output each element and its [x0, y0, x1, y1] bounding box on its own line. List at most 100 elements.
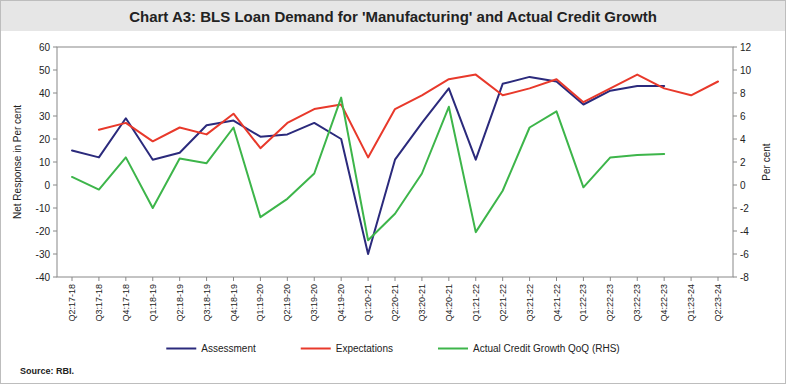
x-tick: [72, 277, 73, 281]
x-tick-label: Q1:19-20: [255, 284, 265, 322]
y-axis-label: Net Response in Per cent: [12, 105, 23, 219]
x-tick-label: Q4:21-22: [552, 284, 562, 322]
y-tick: [53, 254, 57, 255]
x-tick-label: Q3:21-22: [525, 284, 535, 322]
y2-tick: [733, 70, 737, 71]
series-line: [72, 98, 664, 241]
x-tick: [368, 277, 369, 281]
y2-tick: [733, 208, 737, 209]
y2-tick-label: 2: [740, 157, 746, 168]
x-tick-label: Q3:17-18: [94, 284, 104, 322]
plot-frame: [57, 47, 733, 277]
x-tick-label: Q4:19-20: [336, 284, 346, 322]
y2-tick: [733, 254, 737, 255]
y2-tick-label: 6: [740, 111, 746, 122]
chart-border: [1, 1, 786, 384]
legend-label: Actual Credit Growth QoQ (RHS): [473, 343, 620, 354]
x-tick: [637, 277, 638, 281]
x-tick: [260, 277, 261, 281]
y2-tick: [733, 277, 737, 278]
y2-tick-label: -6: [740, 249, 749, 260]
y-tick-label: 0: [44, 180, 50, 191]
series-group: [72, 75, 718, 254]
x-tick-label: Q1:23-24: [686, 284, 696, 322]
legend: Assessment Expectations Actual Credit Grow…: [166, 343, 619, 354]
x-tick-label: Q3:20-21: [417, 284, 427, 322]
y-tick-label: -40: [36, 272, 51, 283]
x-tick: [125, 277, 126, 281]
y2-tick: [733, 116, 737, 117]
y-tick-label: 30: [39, 111, 51, 122]
y-tick-label: 60: [39, 42, 51, 53]
x-tick-label: Q2:18-19: [175, 284, 185, 322]
x-tick: [691, 277, 692, 281]
title: Chart A3: BLS Loan Demand for 'Manufactu…: [129, 8, 657, 25]
y2-tick-label: 10: [740, 65, 752, 76]
x-tick: [179, 277, 180, 281]
y-tick-label: -30: [36, 249, 51, 260]
y-tick: [53, 277, 57, 278]
y2-tick: [733, 185, 737, 186]
x-tick: [529, 277, 530, 281]
y-tick-label: -10: [36, 203, 51, 214]
y-tick-label: 10: [39, 157, 51, 168]
y-tick: [53, 185, 57, 186]
x-tick: [421, 277, 422, 281]
x-tick-label: Q1:21-22: [471, 284, 481, 322]
y-tick-label: 40: [39, 88, 51, 99]
x-tick: [98, 277, 99, 281]
x-tick-label: Q1:22-23: [578, 284, 588, 322]
x-tick: [152, 277, 153, 281]
y-tick-label: -20: [36, 226, 51, 237]
y-tick-label: 20: [39, 134, 51, 145]
x-tick: [475, 277, 476, 281]
y2-tick: [733, 162, 737, 163]
y2-tick: [733, 139, 737, 140]
y-tick-label: 50: [39, 65, 51, 76]
x-tick: [233, 277, 234, 281]
y2-tick: [733, 93, 737, 94]
y-tick: [53, 47, 57, 48]
y2-tick-label: -4: [740, 226, 749, 237]
y-tick: [53, 162, 57, 163]
x-tick: [556, 277, 557, 281]
legend-label: Expectations: [336, 343, 393, 354]
x-tick-label: Q4:20-21: [444, 284, 454, 322]
series-line: [99, 75, 718, 158]
x-tick: [287, 277, 288, 281]
x-tick-label: Q3:19-20: [309, 284, 319, 322]
x-tick-label: Q2:23-24: [713, 284, 723, 322]
y-tick: [53, 231, 57, 232]
x-tick-label: Q4:22-23: [659, 284, 669, 322]
x-tick: [395, 277, 396, 281]
y2-tick-label: 8: [740, 88, 746, 99]
y-tick: [53, 208, 57, 209]
legend-swatch: [166, 348, 196, 350]
x-tick: [448, 277, 449, 281]
x-tick: [610, 277, 611, 281]
x-tick: [718, 277, 719, 281]
legend-label: Assessment: [201, 343, 256, 354]
y2-tick-label: 12: [740, 42, 752, 53]
y2-tick-label: -8: [740, 272, 749, 283]
y2-tick: [733, 47, 737, 48]
x-tick: [314, 277, 315, 281]
x-tick-label: Q2:19-20: [282, 284, 292, 322]
y-tick: [53, 93, 57, 94]
x-tick: [341, 277, 342, 281]
x-tick-label: Q2:21-22: [498, 284, 508, 322]
x-tick-label: Q4:17-18: [121, 284, 131, 322]
chart: Chart A3: BLS Loan Demand for 'Manufactu…: [0, 0, 786, 384]
y2-tick-label: -2: [740, 203, 749, 214]
x-tick-label: Q2:17-18: [67, 284, 77, 322]
y-tick: [53, 139, 57, 140]
y2-axis-label: Per cent: [761, 143, 772, 180]
x-tick: [583, 277, 584, 281]
y2-tick: [733, 231, 737, 232]
x-tick-label: Q3:22-23: [632, 284, 642, 322]
series-line: [72, 77, 664, 254]
legend-swatch: [438, 348, 468, 350]
x-tick-label: Q1:18-19: [148, 284, 158, 322]
title-band: [1, 1, 785, 31]
source: Source: RBI.: [20, 366, 74, 376]
